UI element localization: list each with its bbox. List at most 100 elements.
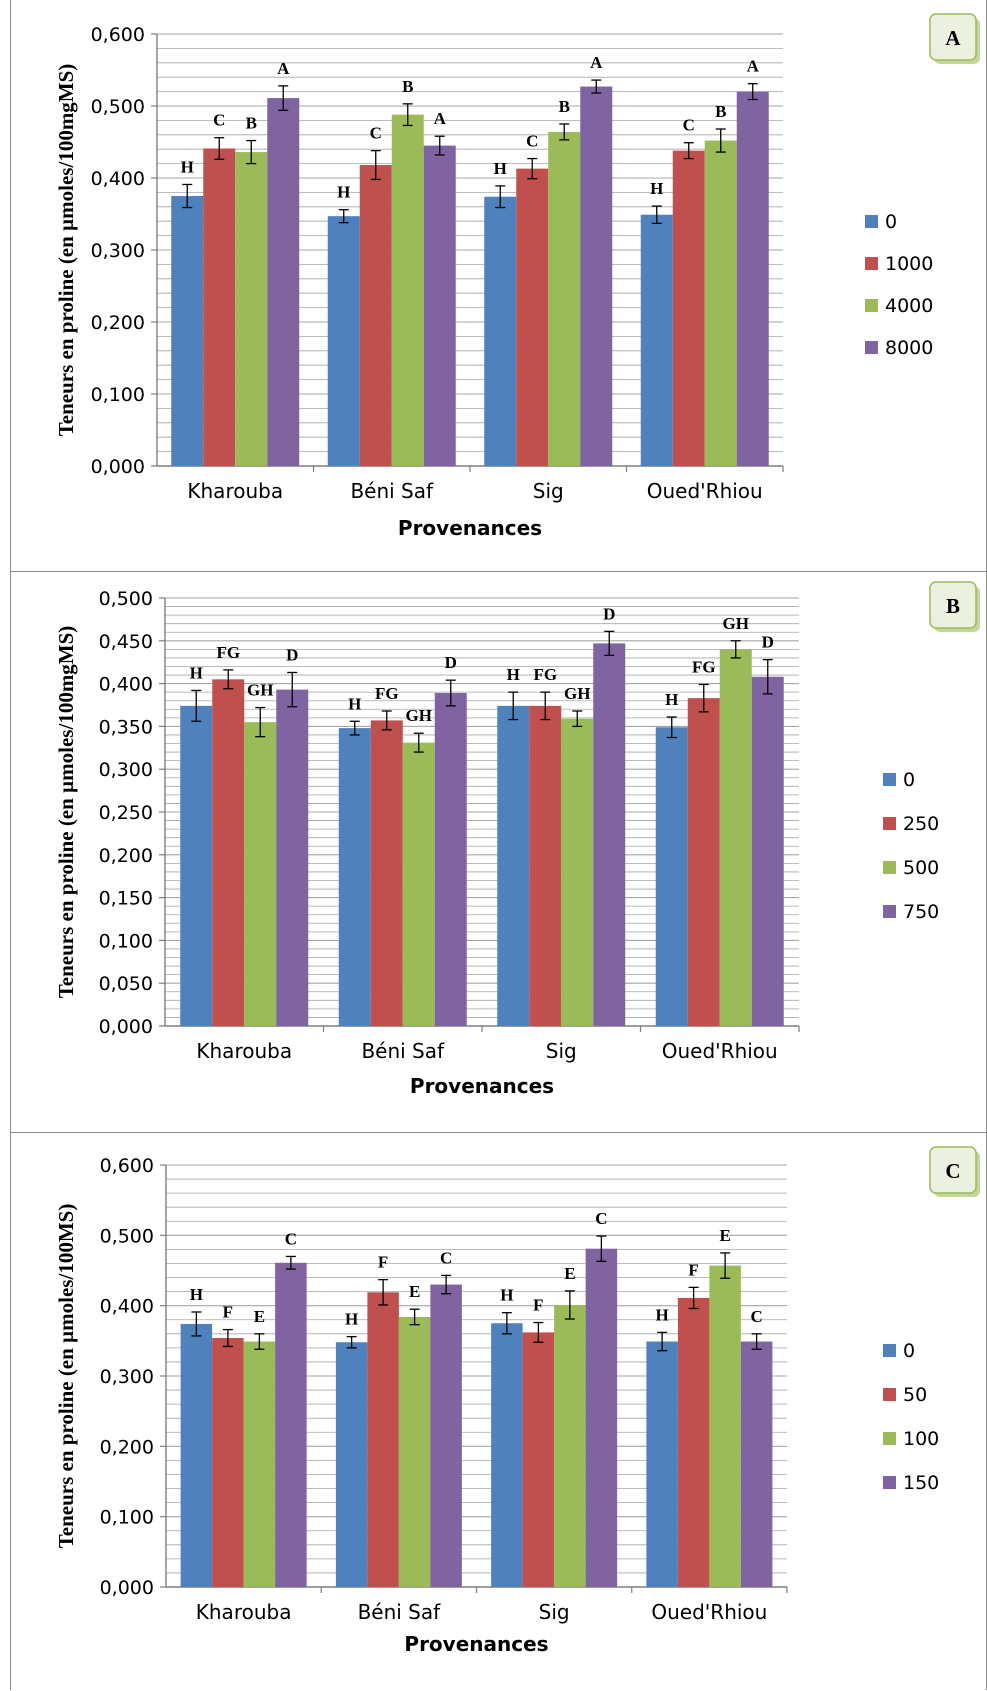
bar <box>561 718 594 1026</box>
bar <box>171 196 204 466</box>
bar <box>516 168 549 466</box>
legend-label: 4000 <box>885 295 933 317</box>
x-axis-title: Provenances <box>404 1632 548 1656</box>
significance-letter: A <box>277 59 290 78</box>
significance-letter: GH <box>564 684 590 703</box>
significance-letter: GH <box>723 614 749 633</box>
bar <box>522 1332 555 1587</box>
significance-letter: H <box>345 1310 358 1329</box>
significance-letter: E <box>564 1264 575 1283</box>
legend-swatch <box>865 257 878 270</box>
legend-label: 1000 <box>885 253 933 275</box>
chart-svg-c: 0,000 0,100 0,200 0,300 0,400 0,500 0,600 Kharo… <box>54 1146 980 1656</box>
x-category-label: Béni Saf <box>358 1600 442 1624</box>
y-tick-label: 0,300 <box>99 759 153 781</box>
y-tick-label: 0,100 <box>100 1507 154 1529</box>
significance-letter: C <box>285 1229 297 1248</box>
significance-letter: D <box>445 653 457 672</box>
significance-letter: C <box>370 124 382 143</box>
x-category-label: Oued'Rhiou <box>651 1600 767 1624</box>
significance-letter: D <box>603 604 615 623</box>
significance-letter: H <box>665 690 678 709</box>
legend-swatch <box>883 817 896 830</box>
bar <box>640 214 673 466</box>
y-tick-label: 0,200 <box>91 312 145 334</box>
bar <box>491 1323 523 1587</box>
legend-label: 500 <box>903 857 939 879</box>
y-tick-label: 0,300 <box>91 240 145 262</box>
bar <box>212 1338 244 1587</box>
bar <box>430 1284 462 1587</box>
significance-letter: A <box>747 57 760 76</box>
legend-swatch <box>883 1388 896 1401</box>
significance-letter: H <box>507 665 520 684</box>
bar <box>203 148 236 467</box>
y-tick-label: 0,400 <box>99 674 153 696</box>
significance-letter: H <box>190 663 203 682</box>
bar <box>398 1316 431 1587</box>
bar <box>687 698 720 1026</box>
significance-letter: C <box>595 1209 607 1228</box>
y-tick-label: 0,600 <box>91 24 145 46</box>
bar <box>423 145 456 466</box>
significance-letter: FG <box>533 665 557 684</box>
y-tick-label: 0,300 <box>100 1366 154 1388</box>
bar <box>267 98 300 466</box>
significance-letter: GH <box>406 706 432 725</box>
legend-swatch <box>883 1432 896 1445</box>
y-tick-label: 0,400 <box>91 168 145 190</box>
legend-label: 50 <box>903 1384 927 1406</box>
y-axis-title: Teneurs en proline (en µmoles/100mgMS) <box>54 64 78 437</box>
bar <box>243 1341 276 1587</box>
bar <box>335 1342 368 1587</box>
bar <box>180 705 213 1026</box>
panel-badge-label: B <box>946 594 960 618</box>
significance-letter: E <box>254 1307 265 1326</box>
legend-swatch <box>865 299 878 312</box>
bar <box>244 722 277 1026</box>
x-axis-title: Provenances <box>398 516 542 540</box>
significance-letter: F <box>223 1303 233 1322</box>
legend-label: 100 <box>903 1428 939 1450</box>
significance-letter: D <box>286 645 298 664</box>
y-tick-label: 0,400 <box>100 1296 154 1318</box>
y-tick-label: 0,000 <box>91 456 145 478</box>
bar <box>338 728 371 1026</box>
x-category-label: Kharouba <box>196 1600 292 1624</box>
bar <box>677 1297 710 1587</box>
chart-panel-a: 0,000 0,100 0,200 0,300 0,400 0,500 0,600 Kharo… <box>10 0 987 572</box>
y-tick-label: 0,500 <box>91 96 145 118</box>
bar <box>751 676 784 1026</box>
significance-letter: A <box>590 53 603 72</box>
significance-letter: H <box>650 179 663 198</box>
bar <box>359 165 392 467</box>
legend-label: 0 <box>885 211 897 233</box>
significance-letter: C <box>526 132 538 151</box>
bar <box>402 742 435 1026</box>
bar <box>740 1341 773 1587</box>
significance-letter: H <box>181 157 194 176</box>
bar <box>367 1292 399 1587</box>
legend-swatch <box>883 773 896 786</box>
x-category-label: Kharouba <box>196 1039 292 1063</box>
y-tick-label: 0,500 <box>99 588 153 610</box>
y-tick-label: 0,100 <box>99 930 153 952</box>
significance-letter: F <box>533 1296 543 1315</box>
bar <box>548 131 581 467</box>
bar <box>235 152 268 466</box>
bar <box>655 727 688 1026</box>
y-tick-label: 0,000 <box>100 1577 154 1599</box>
bar <box>276 689 309 1026</box>
y-tick-label: 0,250 <box>99 802 153 824</box>
legend-swatch <box>865 341 878 354</box>
legend-swatch <box>883 905 896 918</box>
x-category-label: Béni Saf <box>361 1039 445 1063</box>
significance-letter: H <box>656 1305 669 1324</box>
bar <box>672 150 705 466</box>
y-tick-label: 0,200 <box>99 845 153 867</box>
chart-panel-c: 0,000 0,100 0,200 0,300 0,400 0,500 0,600 Kharo… <box>10 1132 987 1690</box>
y-tick-label: 0,200 <box>100 1436 154 1458</box>
significance-letter: H <box>190 1285 203 1304</box>
chart-panel-b: 0,000 0,050 0,100 0,150 0,200 0,250 0,300 0,350… <box>10 571 987 1133</box>
x-axis-title: Provenances <box>410 1074 554 1098</box>
